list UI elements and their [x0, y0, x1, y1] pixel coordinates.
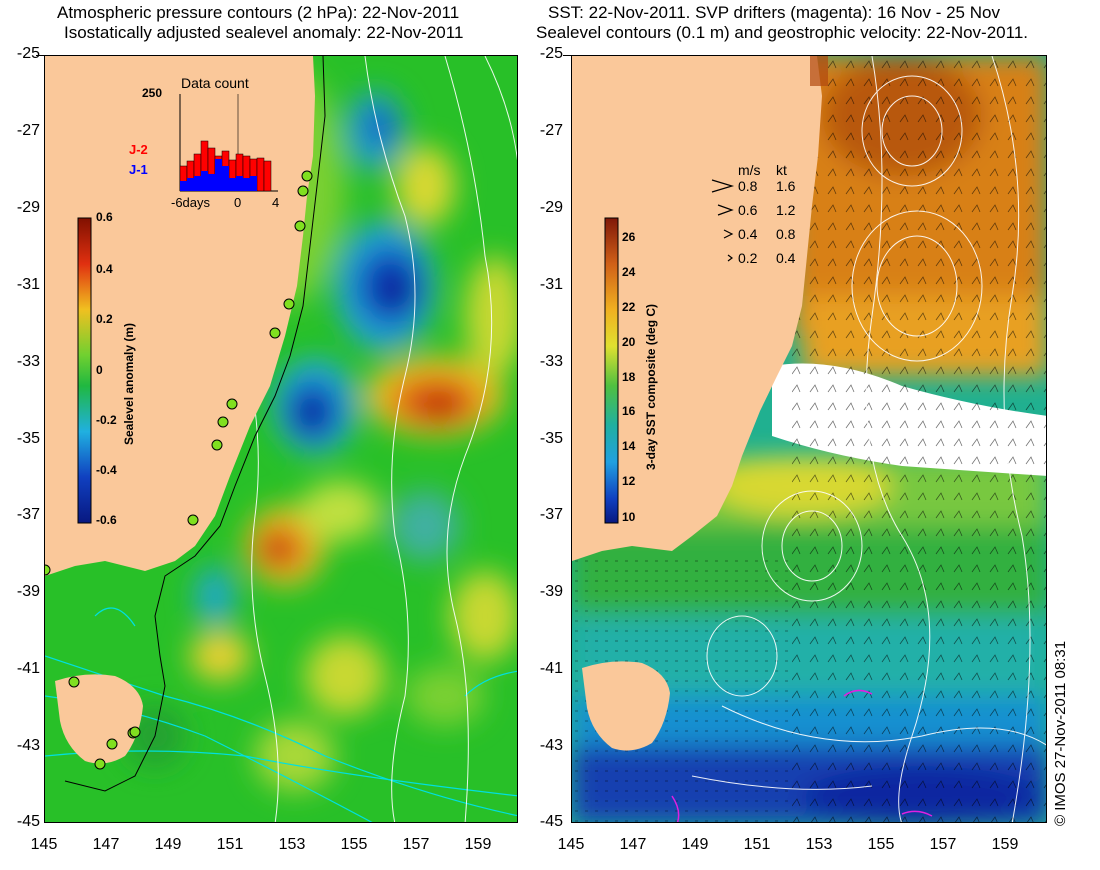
left-lon-label-3: 151: [216, 836, 244, 853]
right-lon-label-2: 149: [681, 836, 709, 853]
velocity-row-3-ms: 0.2: [738, 250, 758, 266]
left-lon-label-6: 157: [402, 836, 430, 853]
right-title-line1: SST: 22-Nov-2011. SVP drifters (magenta)…: [548, 3, 1000, 22]
left-lat-label-0: -25: [16, 45, 40, 62]
velocity-header-ms: m/s: [738, 162, 761, 178]
right-lat-label-10: -45: [539, 813, 563, 830]
legend-j1: J-1: [129, 162, 148, 177]
sst-colorbar: [604, 217, 619, 524]
sla-tick-4: -0.2: [96, 413, 117, 427]
right-lat-label-3: -31: [539, 276, 563, 293]
sst-tick-0: 26: [622, 230, 636, 244]
inset-xtick-2: 4: [272, 195, 280, 210]
sst-sealevel-contours: [691, 56, 1046, 822]
right-lon-label-7: 159: [991, 836, 1019, 853]
sla-tick-0: 0.6: [96, 210, 113, 224]
left-lat-label-3: -31: [16, 276, 40, 293]
right-lat-label-4: -33: [539, 353, 563, 370]
anomaly-field: [125, 66, 517, 791]
left-lat-label-6: -37: [16, 506, 40, 523]
sealevel-anomaly-map: [44, 55, 518, 823]
velocity-row-2-kt: 0.8: [776, 226, 796, 242]
velocity-row-2-ms: 0.4: [738, 226, 758, 242]
sst-colorbar-label: 3-day SST composite (deg C): [644, 303, 658, 470]
velocity-row-1-kt: 1.2: [776, 202, 796, 218]
left-lat-label-2: -29: [16, 199, 40, 216]
left-title-line2: Isostatically adjusted sealevel anomaly:…: [64, 23, 464, 42]
sst-tasmania: [582, 661, 670, 751]
shelf-break-line: [64, 56, 326, 792]
right-lat-label-2: -29: [539, 199, 563, 216]
left-lon-label-2: 149: [154, 836, 182, 853]
left-lon-label-7: 159: [464, 836, 492, 853]
right-lon-label-4: 153: [805, 836, 833, 853]
right-lon-label-6: 157: [929, 836, 957, 853]
sla-tick-3: 0: [96, 363, 103, 377]
right-lon-label-1: 147: [619, 836, 647, 853]
left-lat-label-8: -41: [16, 660, 40, 677]
velocity-row-0-kt: 1.6: [776, 178, 796, 194]
tasmania: [55, 674, 143, 764]
right-lat-label-8: -41: [539, 660, 563, 677]
velocity-legend-arrows: [711, 179, 735, 262]
right-lat-label-6: -37: [539, 506, 563, 523]
left-lat-label-1: -27: [16, 122, 40, 139]
sla-tick-6: -0.6: [96, 513, 117, 527]
sst-tick-2: 22: [622, 300, 636, 314]
inset-ymax: 250: [142, 86, 163, 100]
right-lon-label-3: 151: [743, 836, 771, 853]
inset-title: Data count: [181, 75, 249, 91]
left-lat-label-10: -45: [16, 813, 40, 830]
right-lon-label-5: 155: [867, 836, 895, 853]
velocity-row-1-ms: 0.6: [738, 202, 758, 218]
right-title-line2: Sealevel contours (0.1 m) and geostrophi…: [536, 23, 1028, 42]
copyright-text: © IMOS 27-Nov-2011 08:31: [1052, 640, 1069, 826]
velocity-header-kt: kt: [776, 162, 787, 178]
sealevel-colorbar: [77, 217, 92, 524]
sst-map-graphic: [572, 56, 1046, 822]
velocity-row-3-kt: 0.4: [776, 250, 796, 266]
left-lon-label-0: 145: [30, 836, 58, 853]
left-lat-label-4: -33: [16, 353, 40, 370]
sst-tick-3: 20: [622, 335, 636, 349]
left-lat-label-9: -43: [16, 737, 40, 754]
left-lat-label-5: -35: [16, 430, 40, 447]
geostrophic-velocity-arrows: [792, 56, 1046, 822]
inset-xtick-1: 0: [234, 195, 242, 210]
sla-tick-1: 0.4: [96, 262, 113, 276]
right-lat-label-7: -39: [539, 583, 563, 600]
left-lat-label-7: -39: [16, 583, 40, 600]
sst-tick-6: 14: [622, 439, 636, 453]
left-lat-tick: [36, 55, 44, 56]
left-lon-label-5: 155: [340, 836, 368, 853]
data-count-inset: [179, 94, 278, 192]
sst-mainland-australia: [572, 56, 822, 561]
left-lon-label-1: 147: [92, 836, 120, 853]
sla-colorbar-label: Sealevel anomaly (m): [122, 322, 136, 445]
sst-map: [571, 55, 1047, 823]
right-lon-label-0: 145: [557, 836, 585, 853]
right-lat-label-1: -27: [539, 122, 563, 139]
right-lat-label-0: -25: [539, 45, 563, 62]
sst-tick-4: 18: [622, 370, 636, 384]
inset-bars: [179, 140, 272, 192]
right-lat-tick: [563, 55, 571, 56]
sla-tick-2: 0.2: [96, 312, 113, 326]
right-lat-label-5: -35: [539, 430, 563, 447]
svp-drifters: [671, 689, 933, 822]
sst-tick-1: 24: [622, 265, 636, 279]
inset-xtick-0: -6days: [171, 195, 211, 210]
sealevel-anomaly-map-graphic: [45, 56, 517, 822]
sst-tick-8: 10: [622, 510, 636, 524]
velocity-row-0-ms: 0.8: [738, 178, 758, 194]
left-title-line1: Atmospheric pressure contours (2 hPa): 2…: [57, 3, 460, 22]
left-lon-label-4: 153: [278, 836, 306, 853]
sst-tick-7: 12: [622, 474, 636, 488]
sla-tick-5: -0.4: [96, 463, 117, 477]
coastal-warm-patch: [810, 56, 828, 86]
sst-tick-5: 16: [622, 404, 636, 418]
right-lat-label-9: -43: [539, 737, 563, 754]
legend-j2: J-2: [129, 142, 148, 157]
tide-gauge-stations: [45, 170, 313, 770]
